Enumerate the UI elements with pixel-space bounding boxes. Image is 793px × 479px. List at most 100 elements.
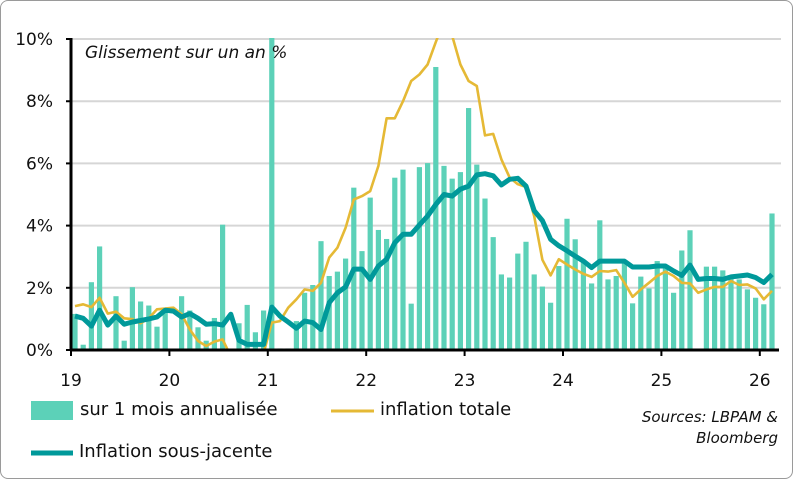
bar bbox=[408, 303, 414, 350]
bar bbox=[712, 266, 718, 350]
bar bbox=[482, 198, 488, 350]
x-tick-label: 23 bbox=[454, 371, 476, 391]
bar bbox=[597, 220, 603, 350]
bar bbox=[736, 279, 742, 350]
bar bbox=[195, 327, 201, 350]
x-tick-label: 21 bbox=[257, 371, 279, 391]
bar bbox=[572, 239, 578, 350]
chart-annotation: Glissement sur un an % bbox=[85, 43, 288, 63]
x-tick-label: 20 bbox=[159, 371, 181, 391]
source-line-2: Bloomberg bbox=[696, 429, 778, 447]
bar bbox=[154, 326, 160, 350]
bar bbox=[146, 305, 152, 350]
bar bbox=[113, 296, 119, 350]
bar bbox=[515, 253, 521, 350]
bar bbox=[441, 165, 447, 350]
bar bbox=[490, 237, 496, 350]
bar bbox=[293, 321, 299, 350]
bar bbox=[679, 250, 685, 350]
bar bbox=[449, 178, 455, 350]
bar bbox=[531, 274, 537, 350]
bar bbox=[720, 270, 726, 350]
bar bbox=[753, 297, 759, 350]
bar bbox=[416, 167, 422, 350]
bar bbox=[72, 313, 78, 350]
bar bbox=[261, 310, 267, 350]
x-tick-label: 22 bbox=[355, 371, 377, 391]
bar bbox=[359, 251, 365, 350]
line-series bbox=[74, 38, 774, 350]
bar bbox=[646, 288, 652, 350]
bar bbox=[654, 261, 660, 350]
x-tick-labels: 19 20 21 22 23 24 25 26 bbox=[60, 371, 770, 391]
y-tick-label: 8% bbox=[26, 92, 53, 112]
y-tick-label: 4% bbox=[26, 217, 53, 237]
bar bbox=[375, 229, 381, 350]
core-inflation-line bbox=[74, 171, 774, 347]
bar bbox=[474, 164, 480, 350]
bar bbox=[425, 163, 431, 350]
legend-label-core: Inflation sous-jacente bbox=[79, 441, 273, 462]
bar bbox=[457, 172, 463, 350]
source-line-1: Sources: LBPAM & bbox=[641, 408, 778, 426]
bar bbox=[556, 266, 562, 350]
x-tick-label: 26 bbox=[749, 371, 771, 391]
bar bbox=[179, 296, 185, 350]
bar bbox=[564, 218, 570, 350]
bar bbox=[269, 38, 275, 350]
bar bbox=[548, 302, 554, 350]
bar bbox=[744, 289, 750, 350]
bar bbox=[343, 258, 349, 350]
y-tick-labels: 0% 2% 4% 6% 8% 10% bbox=[15, 30, 53, 361]
bar bbox=[638, 276, 644, 350]
x-tick-label: 24 bbox=[552, 371, 574, 391]
bar bbox=[589, 283, 595, 350]
bar bbox=[630, 303, 636, 350]
bar bbox=[326, 275, 332, 350]
legend-label-bars: sur 1 mois annualisée bbox=[80, 399, 278, 420]
legend-swatch-bars bbox=[31, 401, 73, 420]
bar bbox=[220, 224, 226, 350]
bar bbox=[605, 279, 611, 350]
x-tick-label: 19 bbox=[60, 371, 82, 391]
y-tick-label: 6% bbox=[26, 154, 53, 174]
bar bbox=[769, 213, 775, 350]
total-inflation-line bbox=[74, 38, 773, 350]
bar bbox=[88, 282, 94, 350]
bar bbox=[580, 261, 586, 350]
bar bbox=[310, 285, 316, 350]
bar bbox=[539, 286, 545, 350]
bar bbox=[318, 241, 324, 350]
bar bbox=[466, 108, 472, 350]
bar bbox=[252, 332, 258, 350]
source-note: Sources: LBPAM & Bloomberg bbox=[642, 407, 778, 449]
bar bbox=[334, 271, 340, 350]
bar bbox=[384, 238, 390, 350]
y-tick-label: 10% bbox=[15, 30, 53, 50]
bar-series bbox=[72, 38, 775, 350]
bar bbox=[703, 266, 709, 350]
bar bbox=[621, 262, 627, 350]
bar bbox=[211, 317, 217, 350]
bar bbox=[728, 277, 734, 350]
bar bbox=[400, 169, 406, 350]
bar bbox=[138, 301, 144, 350]
bar bbox=[367, 197, 373, 350]
y-tick-label: 0% bbox=[26, 341, 53, 361]
legend-label-total: inflation totale bbox=[380, 399, 512, 420]
bar bbox=[244, 304, 250, 350]
bar bbox=[507, 277, 513, 350]
bar bbox=[80, 344, 86, 350]
legend-swatches bbox=[31, 401, 374, 456]
x-tick-label: 25 bbox=[651, 371, 673, 391]
bar bbox=[523, 241, 529, 350]
bar bbox=[498, 274, 504, 350]
axes bbox=[66, 38, 779, 356]
bar bbox=[121, 340, 127, 350]
bar bbox=[687, 230, 693, 350]
bar bbox=[162, 310, 168, 350]
bar bbox=[392, 177, 398, 350]
bar bbox=[761, 304, 767, 350]
